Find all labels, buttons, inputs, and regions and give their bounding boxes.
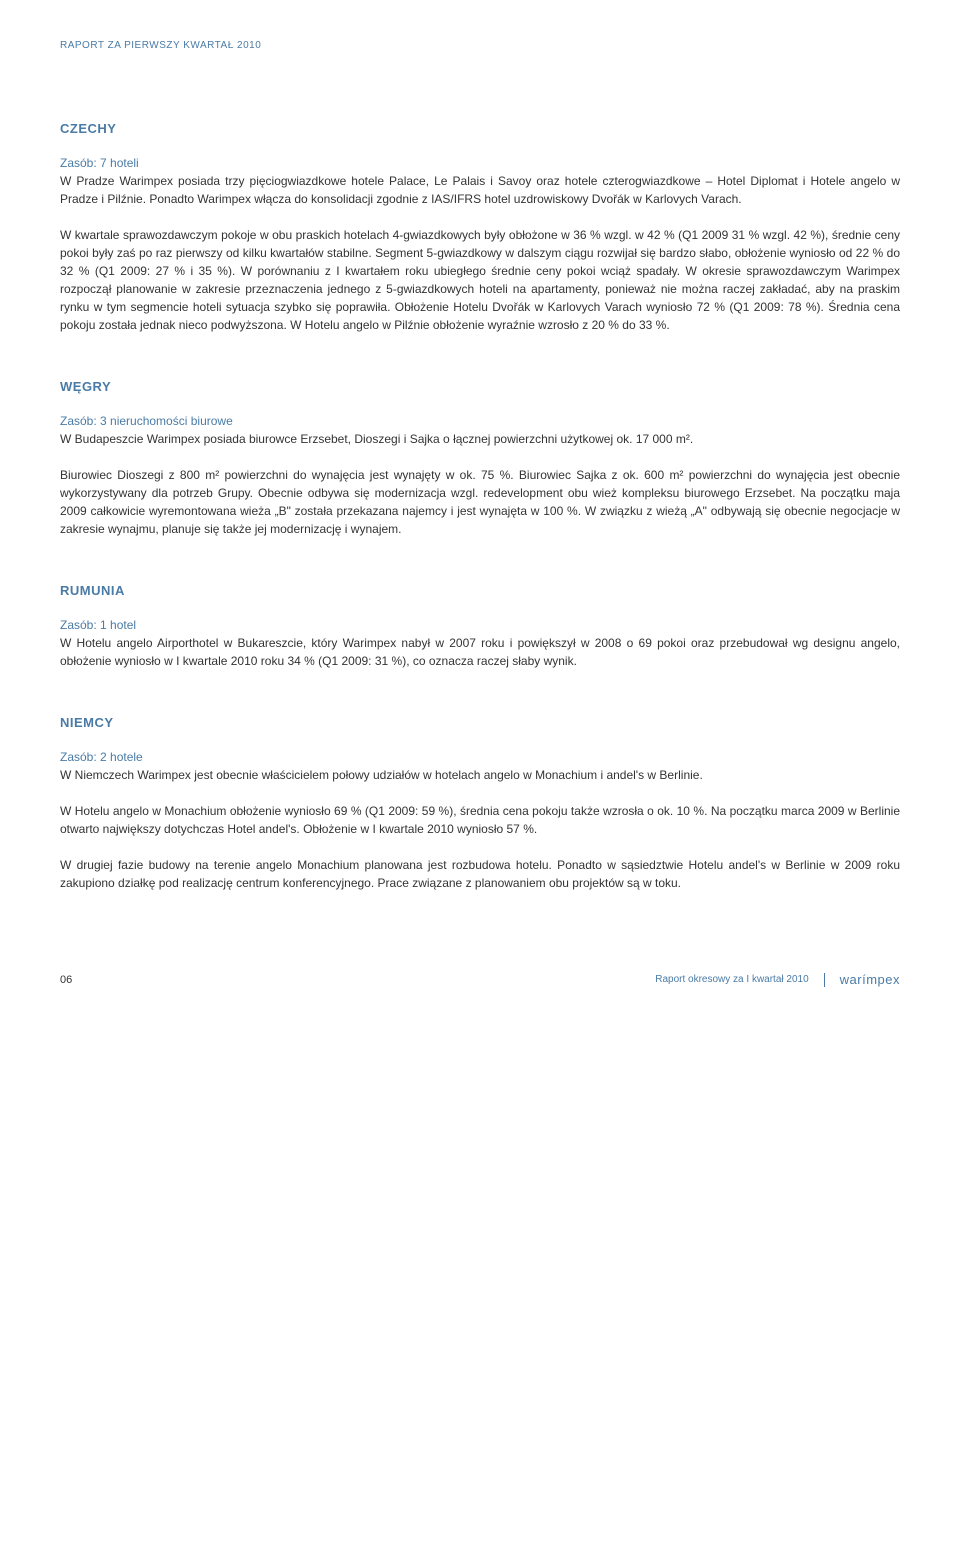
footer-report-text: Raport okresowy za I kwartał 2010 [655,974,808,985]
rumunia-subtitle: Zasób: 1 hotel [60,618,900,632]
page-number: 06 [60,974,72,986]
page-header: RAPORT ZA PIERWSZY KWARTAŁ 2010 [60,40,900,51]
wegry-subtitle: Zasób: 3 nieruchomości biurowe [60,414,900,428]
rumunia-para1: W Hotelu angelo Airporthotel w Bukareszc… [60,634,900,670]
footer-logo: warímpex [840,972,900,987]
czechy-title: CZECHY [60,121,900,136]
section-niemcy: NIEMCY Zasób: 2 hotele W Niemczech Warim… [60,715,900,892]
niemcy-para2: W Hotelu angelo w Monachium obłożenie wy… [60,802,900,838]
footer-divider [824,973,825,987]
wegry-para2: Biurowiec Dioszegi z 800 m² powierzchni … [60,466,900,538]
czechy-para1: W Pradze Warimpex posiada trzy pięciogwi… [60,172,900,208]
wegry-title: WĘGRY [60,379,900,394]
page-footer: 06 Raport okresowy za I kwartał 2010 war… [60,972,900,987]
rumunia-title: RUMUNIA [60,583,900,598]
section-rumunia: RUMUNIA Zasób: 1 hotel W Hotelu angelo A… [60,583,900,670]
niemcy-para1: W Niemczech Warimpex jest obecnie właści… [60,766,900,784]
footer-right: Raport okresowy za I kwartał 2010 warímp… [655,972,900,987]
section-czechy: CZECHY Zasób: 7 hoteli W Pradze Warimpex… [60,121,900,334]
section-wegry: WĘGRY Zasób: 3 nieruchomości biurowe W B… [60,379,900,538]
niemcy-subtitle: Zasób: 2 hotele [60,750,900,764]
wegry-para1: W Budapeszcie Warimpex posiada biurowce … [60,430,900,448]
niemcy-title: NIEMCY [60,715,900,730]
czechy-subtitle: Zasób: 7 hoteli [60,156,900,170]
czechy-para2: W kwartale sprawozdawczym pokoje w obu p… [60,226,900,334]
niemcy-para3: W drugiej fazie budowy na terenie angelo… [60,856,900,892]
